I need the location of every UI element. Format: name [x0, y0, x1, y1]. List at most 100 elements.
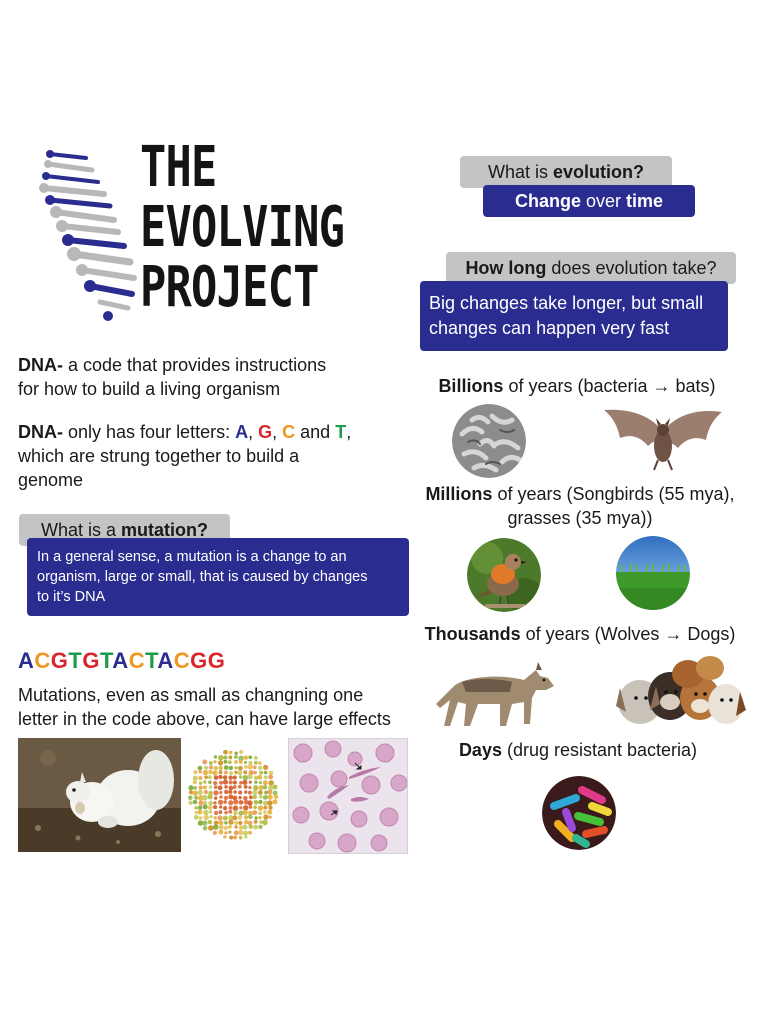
test-plate-dot — [228, 825, 232, 829]
test-plate-dot — [223, 755, 228, 760]
test-plate-dot — [243, 755, 249, 760]
test-plate-dot — [228, 780, 233, 785]
test-plate-dot — [223, 759, 228, 764]
test-plate-dot — [224, 789, 229, 795]
test-plate-dot — [233, 830, 239, 836]
evolution-question: What is evolution? — [460, 156, 672, 188]
test-plate-dot — [243, 799, 249, 805]
sequence-letter: G — [190, 648, 208, 673]
test-plate-dot — [208, 780, 212, 784]
test-plate-dot — [207, 794, 213, 800]
test-plate-dot — [198, 781, 203, 785]
millions-bold: Millions — [425, 484, 493, 504]
test-plate-dot — [262, 780, 268, 786]
test-plate-dot — [243, 830, 249, 836]
test-plate-dot — [267, 800, 273, 806]
test-plate-dot — [232, 805, 239, 811]
test-plate-dot — [258, 761, 262, 765]
test-plate-dot — [253, 785, 259, 791]
test-plate-dot — [252, 790, 258, 796]
test-plate-dot — [248, 814, 253, 820]
test-plate-dot — [198, 816, 203, 820]
test-plate-dot — [267, 785, 274, 791]
dna-def1-bold: DNA- — [18, 355, 63, 375]
test-plate-dot — [194, 811, 198, 815]
test-plate-dot — [202, 804, 208, 810]
days-bold: Days — [458, 740, 502, 760]
test-plate-dot — [218, 824, 224, 830]
test-plate-dot — [213, 816, 217, 820]
test-plate-dot — [202, 794, 208, 801]
drug-resistant-bacteria-image — [542, 776, 616, 850]
test-plate-dot — [238, 829, 244, 836]
test-plate-dot — [234, 760, 238, 764]
test-plate-dot — [193, 814, 199, 820]
test-plate-dot — [198, 785, 203, 790]
mutation-question-bold: mutation? — [121, 519, 209, 540]
test-plate-dot — [208, 770, 213, 775]
test-plate-dot — [268, 815, 272, 819]
test-plate-dot — [188, 790, 194, 795]
test-plate-dot — [213, 790, 219, 796]
test-plate-dot — [239, 780, 243, 785]
test-plate-dot — [248, 805, 253, 809]
test-plate-dot — [213, 760, 217, 764]
test-plate-dot — [227, 760, 232, 765]
test-plate-dot — [263, 814, 269, 820]
bacteria-image — [452, 404, 526, 478]
test-plate-dot — [247, 820, 253, 826]
letter-t: T — [335, 422, 347, 442]
test-plate-dot — [259, 770, 264, 775]
test-plate-dot — [223, 765, 229, 770]
test-plate-dot — [228, 819, 234, 825]
test-plate-dot — [223, 795, 229, 801]
mutation-answer: In a general sense, a mutation is a chan… — [27, 538, 409, 616]
evolution-answer-mid: over — [580, 190, 627, 211]
test-plate-dot — [197, 805, 203, 810]
test-plate-dot — [253, 805, 257, 810]
test-plate-dot — [238, 800, 244, 805]
dna-def2-bold: DNA- — [18, 422, 63, 442]
mutation-answer-line1: In a general sense, a mutation is a chan… — [37, 549, 347, 565]
test-plate-dot — [264, 790, 269, 795]
test-plate-dot — [208, 800, 214, 806]
test-plate-dot — [237, 815, 243, 820]
test-plate-dot — [209, 815, 213, 819]
test-plate-dot — [243, 819, 249, 825]
test-plate-dot — [254, 780, 258, 784]
letter-g: G — [258, 422, 273, 442]
timescale-millions: Millions of years (Songbirds (55 mya), g… — [412, 482, 748, 530]
test-plate-dot — [229, 771, 234, 776]
test-plate-dot — [202, 825, 208, 831]
test-plate-dot — [262, 785, 268, 790]
test-plate-dot — [248, 760, 253, 765]
test-plate-dot — [223, 800, 227, 804]
test-plate-dot — [268, 780, 274, 786]
test-plate-dot — [237, 784, 242, 789]
test-plate-dot — [238, 836, 243, 840]
dna-definition-2: DNA- only has four letters: A, G, C and … — [18, 420, 398, 492]
test-plate-dot — [223, 770, 228, 775]
millions-rest-1: of years (Songbirds (55 mya), — [492, 484, 735, 504]
test-plate-dot — [218, 810, 223, 814]
test-plate-dot — [232, 785, 237, 789]
test-plate-dot — [258, 799, 263, 805]
test-plate-dot — [217, 799, 224, 805]
test-plate-dot — [239, 806, 243, 810]
test-plate-dot — [244, 790, 248, 794]
test-plate-dot — [218, 765, 223, 771]
sequence-letter: G — [82, 648, 100, 673]
test-plate-dot — [213, 820, 219, 826]
test-plate-dot — [252, 794, 258, 800]
sequence-letter: A — [112, 648, 129, 673]
bat-image — [604, 409, 722, 471]
test-plate-dot — [253, 800, 259, 805]
sequence-letter: A — [157, 648, 174, 673]
test-plate-dot — [253, 760, 258, 765]
sequence-letter: T — [68, 648, 83, 673]
test-plate-dot — [257, 774, 263, 780]
mutation-effect-line1: Mutations, even as small as changning on… — [18, 685, 364, 705]
test-plate-dot — [208, 790, 213, 796]
test-plate-dot — [223, 750, 228, 755]
test-plate-dot — [192, 779, 198, 785]
